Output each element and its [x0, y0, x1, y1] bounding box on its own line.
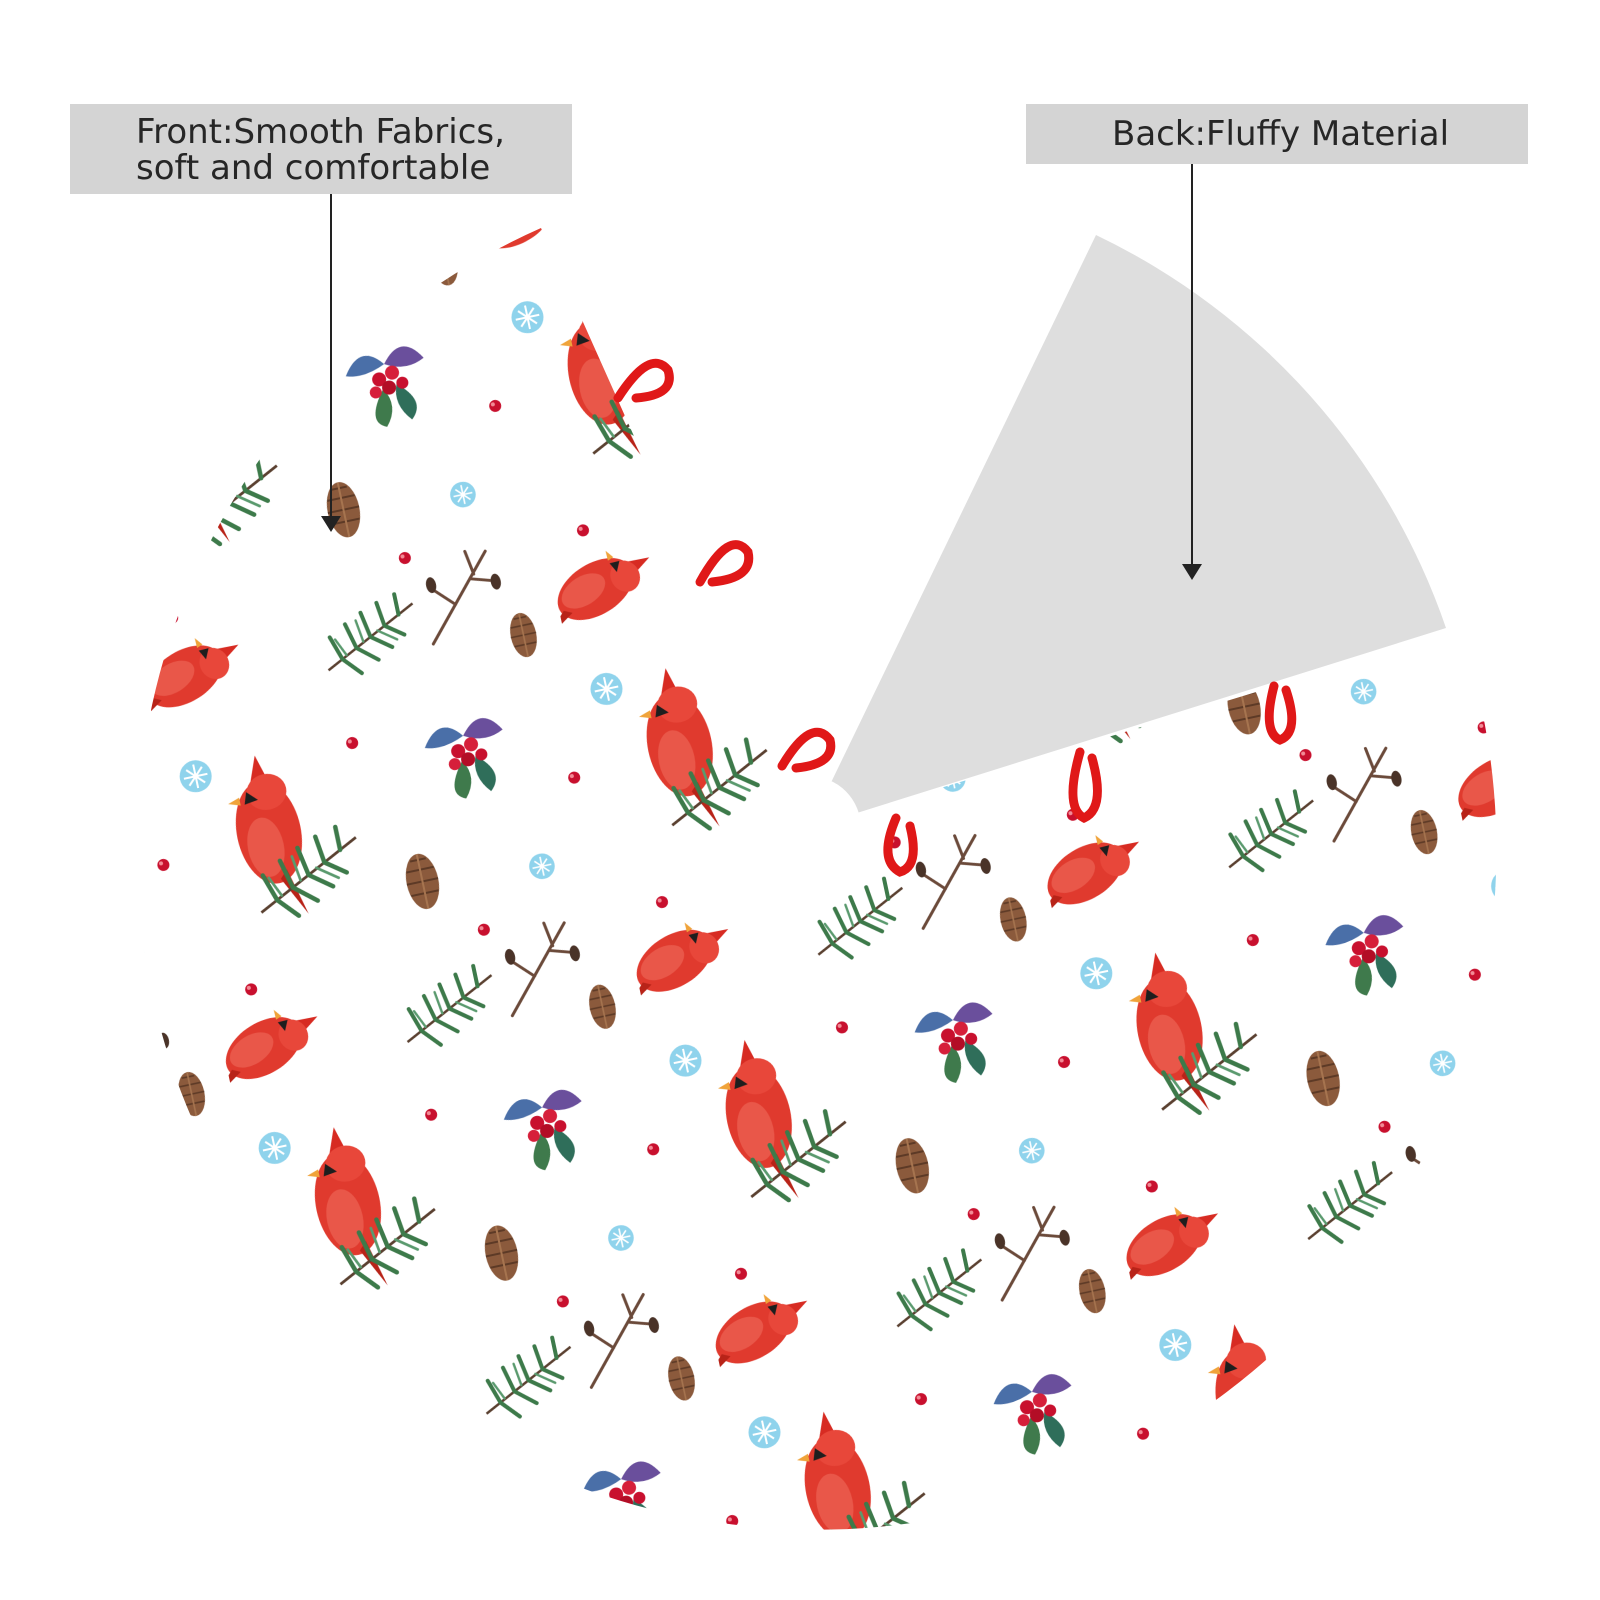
center-hole — [757, 776, 861, 880]
back-callout-text: Back:Fluffy Material — [1112, 114, 1450, 154]
arrow-down-icon — [1182, 164, 1202, 580]
back-callout: Back:Fluffy Material — [1026, 104, 1528, 164]
front-callout-line2: soft and comfortable — [136, 148, 491, 188]
front-callout: Front:Smooth Fabrics, soft and comfortab… — [70, 104, 572, 194]
ribbon-ties — [613, 358, 1297, 877]
arrow-down-icon — [321, 194, 341, 532]
front-callout-line1: Front:Smooth Fabrics, — [136, 112, 505, 152]
